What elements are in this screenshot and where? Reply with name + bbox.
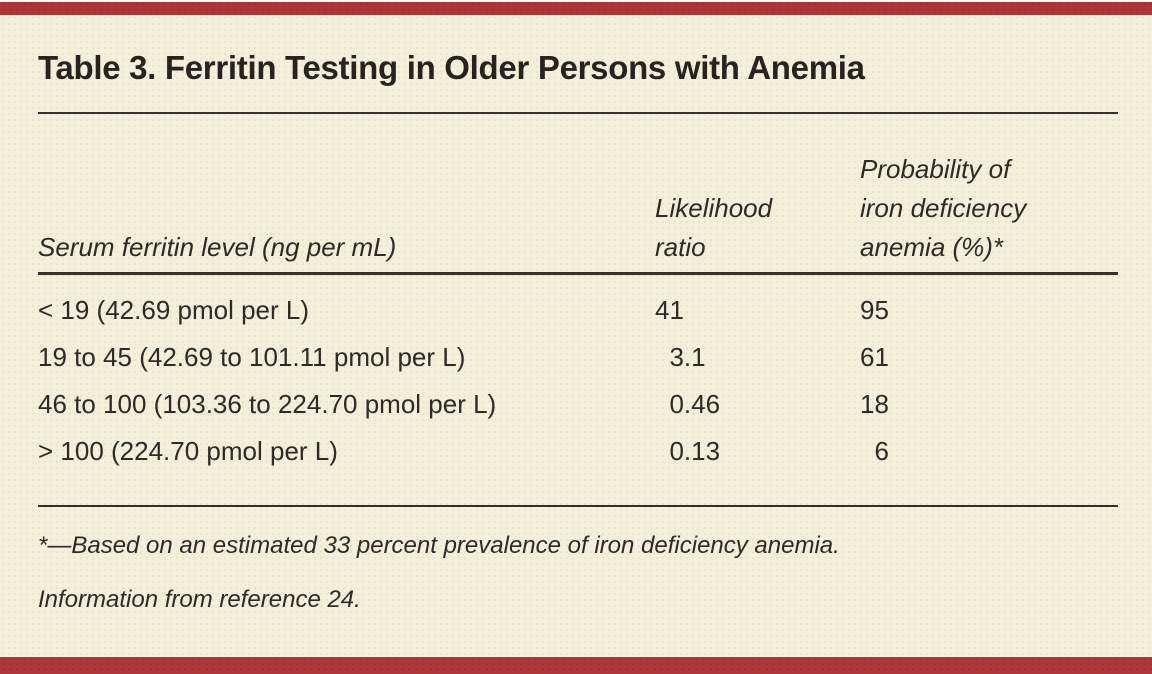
bottom-banner-bar [0, 657, 1152, 674]
column-header-likelihood-ratio: Likelihood ratio [655, 193, 773, 262]
column-header-probability: Probability of iron deficiency anemia (%… [860, 154, 1027, 262]
ferritin-level-cell: > 100 (224.70 pmol per L) [38, 436, 338, 466]
likelihood-ratio-cell: 3.1 [669, 342, 706, 372]
ferritin-level-cell: 19 to 45 (42.69 to 101.11 pmol per L) [38, 342, 466, 372]
table-footnotes: *—Based on an estimated 33 percent preva… [38, 507, 1118, 615]
ferritin-level-cell: < 19 (42.69 pmol per L) [38, 295, 309, 325]
table-row: 46 to 100 (103.36 to 224.70 pmol per L) … [38, 381, 1118, 428]
probability-cell: 6 [874, 436, 889, 466]
table-row: < 19 (42.69 pmol per L) 41 95 [38, 287, 1118, 334]
table-title: Table 3. Ferritin Testing in Older Perso… [38, 49, 865, 86]
table-row: 19 to 45 (42.69 to 101.11 pmol per L) 3.… [38, 334, 1118, 381]
table-body: < 19 (42.69 pmol per L) 41 95 19 to 45 (… [38, 275, 1118, 475]
column-header-ferritin: Serum ferritin level (ng per mL) [38, 232, 397, 262]
body-divider [38, 505, 1118, 507]
title-divider [38, 112, 1118, 114]
footnote-asterisk: *—Based on an estimated 33 percent preva… [38, 532, 840, 559]
likelihood-ratio-cell: 41 [655, 295, 684, 325]
table-header-row: Serum ferritin level (ng per mL) Likelih… [38, 150, 1118, 267]
ferritin-level-cell: 46 to 100 (103.36 to 224.70 pmol per L) [38, 389, 497, 419]
footnote-source: Information from reference 24. [38, 586, 361, 613]
probability-cell: 61 [860, 342, 889, 372]
likelihood-ratio-cell: 0.46 [669, 389, 721, 419]
table-row: > 100 (224.70 pmol per L) 0.13 6 [38, 428, 1118, 475]
likelihood-ratio-cell: 0.13 [669, 436, 721, 466]
table-sheet: Table 3. Ferritin Testing in Older Perso… [0, 15, 1152, 657]
probability-cell: 95 [860, 295, 889, 325]
probability-cell: 18 [860, 389, 889, 419]
header-divider [38, 272, 1118, 275]
top-banner-bar [0, 0, 1152, 15]
